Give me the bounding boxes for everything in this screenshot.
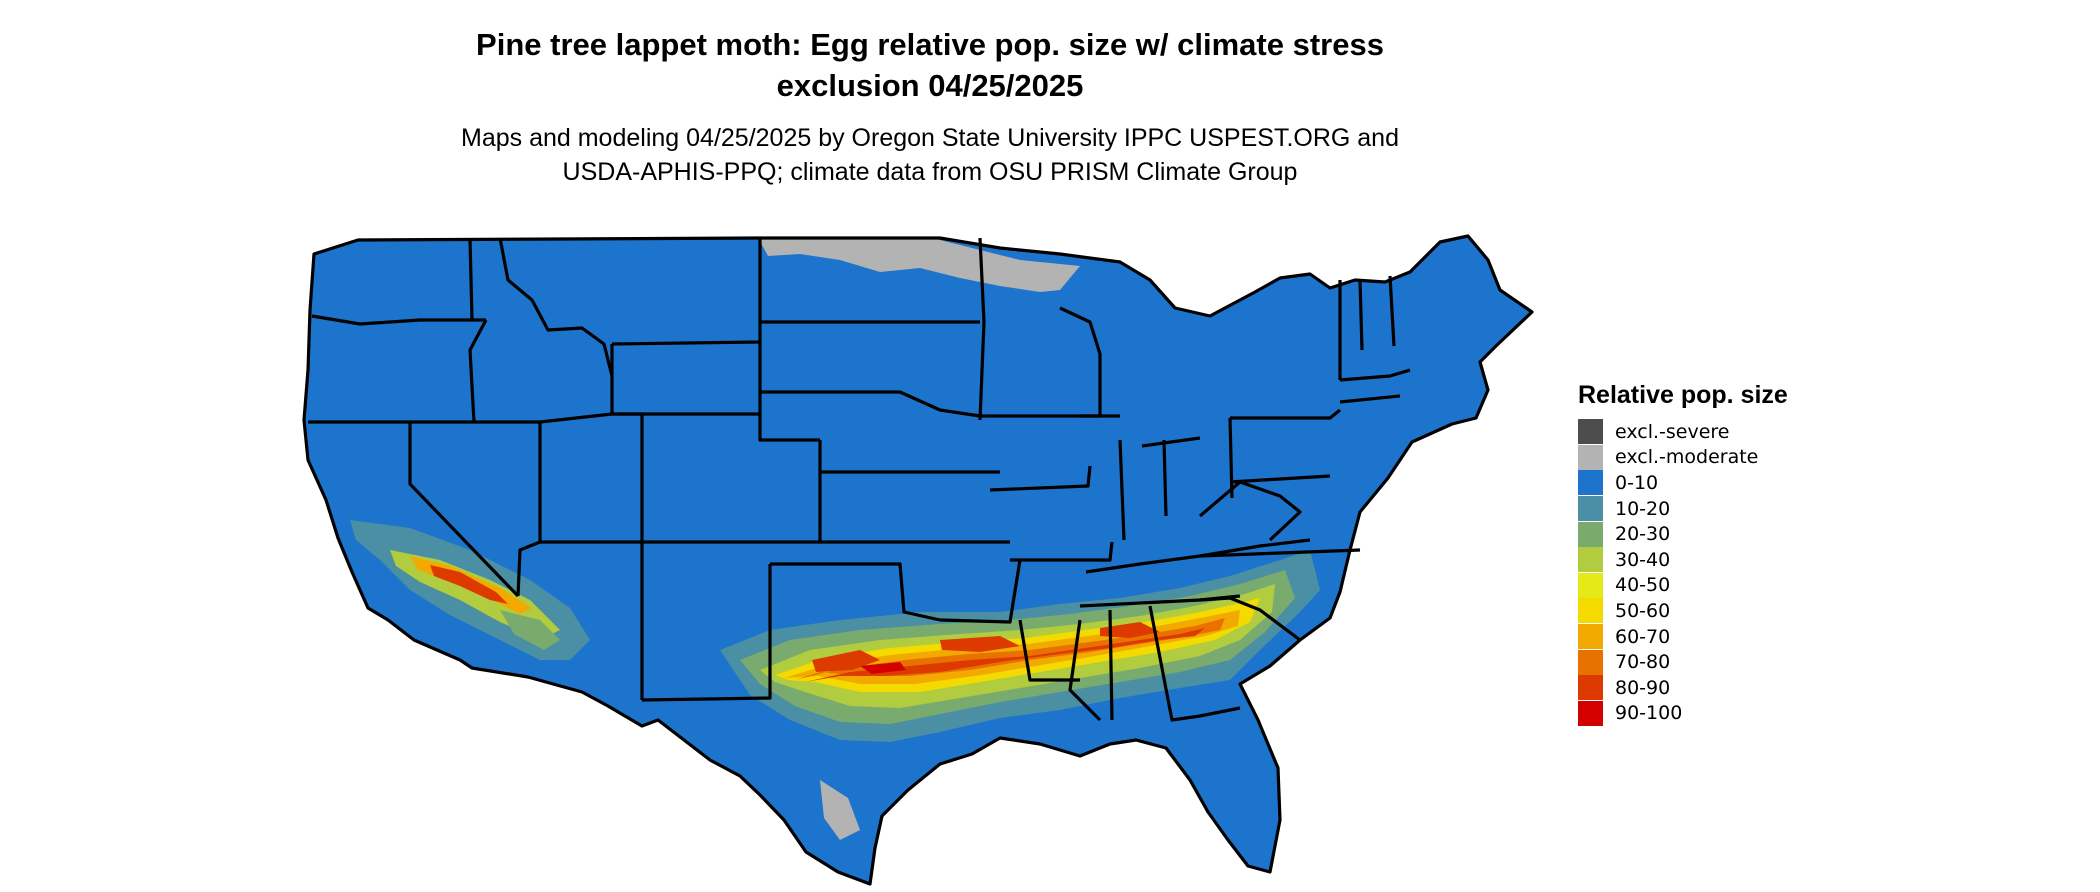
excl-moderate-area-texas — [820, 780, 860, 840]
zone-80-90-patch-c — [1100, 622, 1160, 638]
border-ms-al — [1108, 609, 1114, 721]
zone-80-90 — [805, 628, 1205, 682]
border-vt-nh — [1358, 279, 1364, 351]
border-ms-la — [1068, 619, 1102, 722]
map-title: Pine tree lappet moth: Egg relative pop.… — [0, 24, 1860, 106]
legend-item: 10-20 — [1578, 496, 1788, 522]
border-ct-ri — [1339, 394, 1401, 404]
border-ca-nv — [408, 422, 520, 598]
zone-70-80 — [795, 618, 1225, 680]
border-il-in — [1118, 439, 1126, 541]
border-ok-panhandle — [770, 559, 1022, 624]
border-nc-sc-ga — [1199, 596, 1301, 642]
legend-title: Relative pop. size — [1578, 381, 1788, 409]
legend-label: 10-20 — [1615, 497, 1671, 520]
border-ut-co — [540, 412, 644, 544]
zone-80-90-patch-b — [940, 636, 1020, 652]
map-subtitle: Maps and modeling 04/25/2025 by Oregon S… — [0, 121, 1860, 189]
subtitle-line-2: USDA-APHIS-PPQ; climate data from OSU PR… — [562, 158, 1298, 186]
legend: Relative pop. size excl.-severe excl.-mod… — [1578, 380, 1788, 726]
legend-swatch — [1578, 444, 1603, 470]
legend-swatch — [1578, 598, 1603, 624]
border-nv-az — [516, 540, 541, 597]
legend-label: 50-60 — [1615, 599, 1671, 622]
legend-swatch — [1578, 572, 1603, 598]
legend-label: excl.-moderate — [1615, 446, 1759, 469]
legend-item: excl.-severe — [1578, 419, 1788, 445]
legend-label: 20-30 — [1615, 523, 1671, 546]
border-al-ga — [1148, 605, 1241, 722]
border-mo-ar — [1010, 541, 1114, 562]
border-wv-va — [1198, 480, 1302, 542]
title-line-1: Pine tree lappet moth: Egg relative pop.… — [476, 27, 1384, 62]
legend-item: 60-70 — [1578, 624, 1788, 650]
state-borders — [302, 234, 1534, 886]
border-wa-id — [468, 237, 474, 321]
excl-moderate-area-north — [756, 236, 1080, 292]
border-oh-pa — [1228, 417, 1234, 499]
border-nm-tx — [641, 564, 772, 702]
legend-label: excl.-severe — [1615, 420, 1730, 443]
legend-swatch — [1578, 496, 1603, 522]
legend-swatch — [1578, 470, 1603, 496]
border-ma-north — [1339, 368, 1411, 382]
legend-label: 90-100 — [1615, 702, 1683, 725]
legend-swatch — [1578, 700, 1603, 726]
border-ar-la — [1018, 619, 1080, 682]
border-mi-oh — [1141, 436, 1201, 448]
sw-zone-80-90 — [430, 565, 508, 604]
legend-item: 30-40 — [1578, 547, 1788, 573]
legend-label: 40-50 — [1615, 574, 1671, 597]
us-outline — [302, 234, 1534, 886]
legend-swatch — [1578, 521, 1603, 547]
legend-item: 20-30 — [1578, 521, 1788, 547]
legend-label: 60-70 — [1615, 625, 1671, 648]
border-wa-or — [311, 314, 486, 326]
border-in-oh — [1162, 439, 1168, 517]
legend-item: 0-10 — [1578, 470, 1788, 496]
legend-swatch — [1578, 649, 1603, 675]
border-pa-south — [1229, 474, 1331, 484]
border-wi-mi — [1059, 306, 1102, 416]
az-zone-20-30 — [500, 610, 560, 650]
legend-swatch — [1578, 675, 1603, 701]
legend-label: 80-90 — [1615, 676, 1671, 699]
legend-item: 70-80 — [1578, 649, 1788, 675]
zone-90-100-patch — [860, 662, 906, 674]
border-nh-me — [1388, 275, 1396, 347]
border-id-or — [468, 319, 488, 423]
border-pa-ny — [1230, 408, 1341, 420]
legend-item: 80-90 — [1578, 675, 1788, 701]
us-map — [302, 234, 1534, 886]
legend-item: excl.-moderate — [1578, 444, 1788, 471]
title-line-2: exclusion 04/25/2025 — [776, 68, 1084, 103]
legend-label: 30-40 — [1615, 548, 1671, 571]
border-wy-ne-co — [758, 414, 820, 442]
border-id-mt — [498, 237, 614, 377]
legend-rows: excl.-severe excl.-moderate 0-10 10-20 20-30… — [1578, 419, 1788, 726]
legend-label: 70-80 — [1615, 651, 1671, 674]
zone-80-90-patch-a — [812, 650, 880, 672]
border-nc-va — [1199, 548, 1361, 558]
border-sd-ne — [760, 390, 981, 418]
legend-item: 90-100 — [1578, 700, 1788, 727]
legend-swatch — [1578, 624, 1603, 650]
legend-label: 0-10 — [1615, 471, 1659, 494]
legend-swatch — [1578, 419, 1603, 445]
legend-swatch — [1578, 547, 1603, 573]
legend-item: 50-60 — [1578, 598, 1788, 624]
border-nd-mn — [978, 237, 986, 421]
subtitle-line-1: Maps and modeling 04/25/2025 by Oregon S… — [461, 124, 1399, 152]
legend-item: 40-50 — [1578, 572, 1788, 599]
border-ia-mo — [989, 465, 1092, 492]
